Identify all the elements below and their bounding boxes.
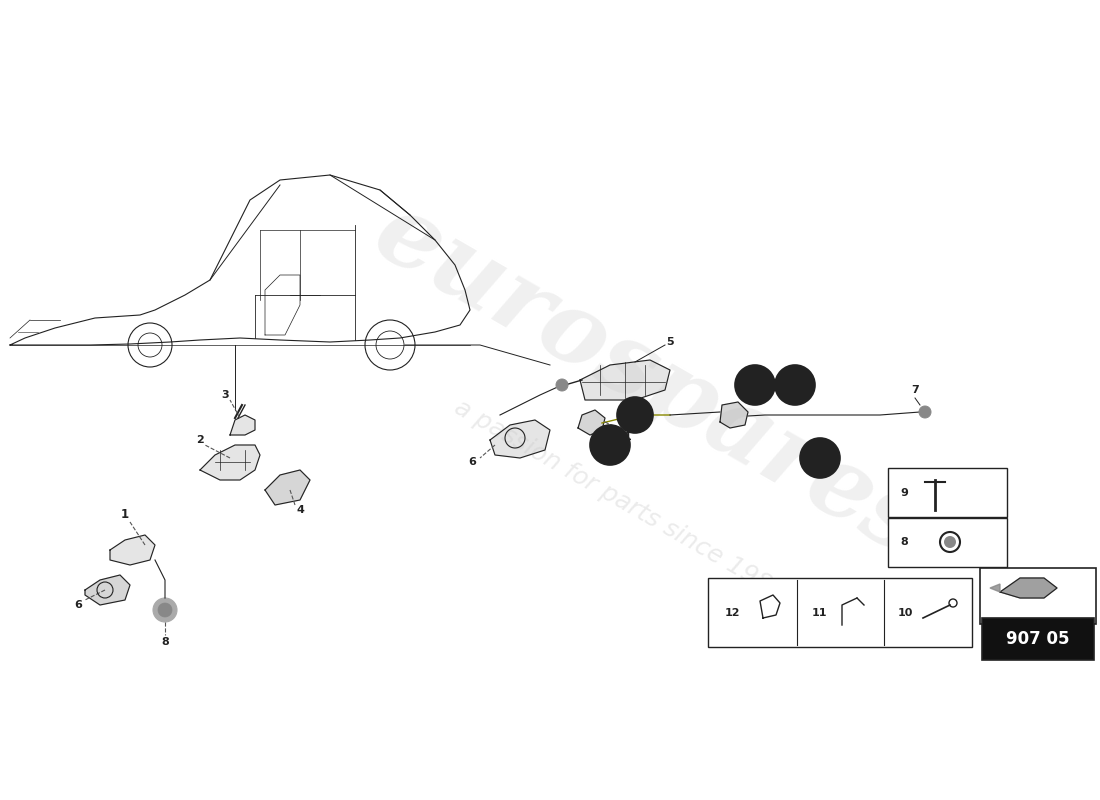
Circle shape: [918, 406, 931, 418]
Circle shape: [800, 438, 840, 478]
Circle shape: [944, 536, 956, 548]
Circle shape: [556, 379, 568, 391]
Circle shape: [735, 365, 776, 405]
Polygon shape: [578, 410, 605, 435]
Text: 6: 6: [74, 600, 81, 610]
Text: 2: 2: [196, 435, 204, 445]
Text: 10: 10: [603, 440, 618, 450]
Polygon shape: [85, 575, 130, 605]
Polygon shape: [110, 535, 155, 565]
Text: 9: 9: [900, 488, 908, 498]
Text: 5: 5: [667, 337, 674, 347]
Polygon shape: [200, 445, 260, 480]
Polygon shape: [990, 584, 1000, 592]
FancyBboxPatch shape: [708, 578, 972, 647]
Text: 12: 12: [788, 380, 803, 390]
Text: 4: 4: [296, 505, 304, 515]
Text: 3: 3: [221, 390, 229, 400]
Text: 6: 6: [469, 457, 476, 467]
Text: 8: 8: [900, 537, 908, 547]
Text: 10: 10: [898, 607, 913, 618]
Text: 11: 11: [747, 380, 762, 390]
Polygon shape: [580, 360, 670, 400]
Polygon shape: [720, 402, 748, 428]
Circle shape: [776, 365, 815, 405]
FancyBboxPatch shape: [888, 518, 1006, 567]
Text: 1: 1: [121, 509, 129, 522]
Circle shape: [153, 598, 177, 622]
Circle shape: [617, 397, 653, 433]
FancyBboxPatch shape: [888, 468, 1006, 517]
Text: eurospares: eurospares: [358, 183, 943, 577]
Text: 10: 10: [812, 453, 827, 463]
Text: 907 05: 907 05: [1006, 630, 1069, 648]
Circle shape: [158, 603, 172, 617]
Text: 12: 12: [725, 607, 740, 618]
Circle shape: [590, 425, 630, 465]
Text: 9: 9: [631, 410, 639, 420]
Polygon shape: [230, 415, 255, 435]
Text: a passion for parts since 1985: a passion for parts since 1985: [450, 395, 790, 605]
Polygon shape: [265, 470, 310, 505]
Text: 8: 8: [161, 637, 169, 647]
Polygon shape: [490, 420, 550, 458]
Text: 7: 7: [911, 385, 918, 395]
Text: 11: 11: [812, 607, 827, 618]
FancyBboxPatch shape: [980, 568, 1096, 624]
FancyBboxPatch shape: [982, 618, 1094, 660]
Polygon shape: [1000, 578, 1057, 598]
Text: 1: 1: [624, 432, 631, 442]
